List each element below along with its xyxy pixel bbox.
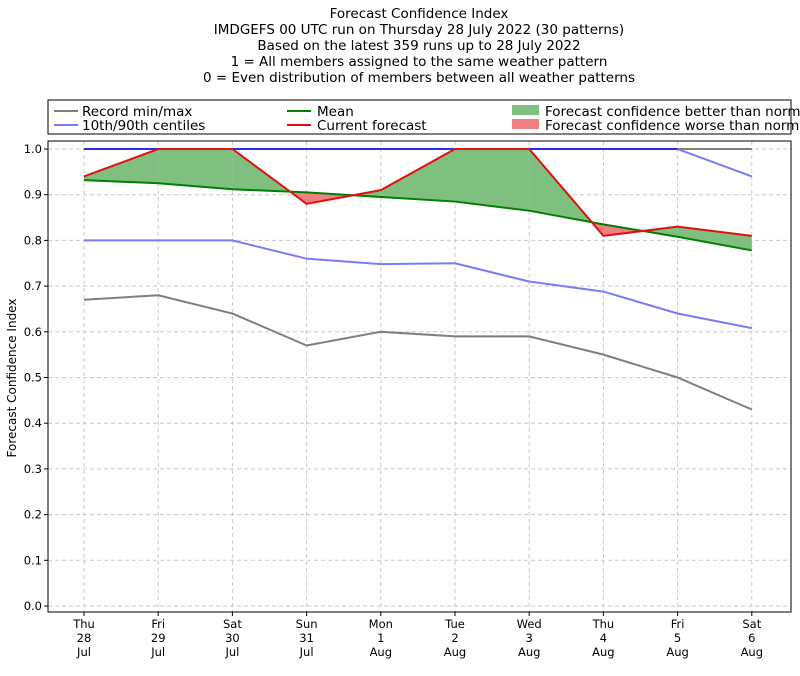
x-tick-label-line: Tue [444, 617, 465, 631]
x-tick-label-line: Aug [444, 645, 466, 659]
x-tick-label-line: Aug [741, 645, 763, 659]
fill-worse-than-normal [603, 224, 643, 236]
x-tick-label: Wed 3 Aug [517, 617, 542, 659]
legend-frame [47, 99, 792, 135]
legend-swatch-better [512, 105, 539, 115]
x-tick-label-line: Sat [223, 617, 242, 631]
x-tick-label-line: Fri [671, 617, 685, 631]
x-tick-label-line: Mon [369, 617, 393, 631]
title-line-4: 1 = All members assigned to the same wea… [231, 54, 608, 70]
legend-swatch-worse [512, 119, 539, 129]
y-tick-label: 0.5 [24, 371, 42, 385]
title-line-3: Based on the latest 359 runs up to 28 Ju… [257, 38, 580, 54]
fill-better-than-normal [158, 149, 233, 190]
x-tick-label-line: 30 [225, 631, 240, 645]
x-tick-label-line: Thu [592, 617, 615, 631]
x-tick-label-line: Aug [518, 645, 540, 659]
x-tick-label-line: Fri [151, 617, 165, 631]
title-line-5: 0 = Even distribution of members between… [203, 70, 635, 86]
x-tick-label-line: Aug [370, 645, 392, 659]
x-tick-label: Mon 1 Aug [369, 617, 393, 659]
x-tick-label-line: Jul [299, 645, 314, 659]
series-current-forecast [83, 148, 752, 237]
y-tick-label: 1.0 [24, 142, 42, 156]
fill-better-than-normal [677, 226, 752, 251]
legend-label-record: Record min/max [82, 104, 192, 120]
x-tick-label-line: Jul [76, 645, 91, 659]
x-tick-label-line: 28 [77, 631, 92, 645]
x-tick-label-line: 6 [748, 631, 755, 645]
x-tick-label-line: 5 [674, 631, 681, 645]
x-tick-label: Sat 6 Aug [741, 617, 763, 659]
fill-better-than-normal [380, 149, 455, 202]
x-tick-label-line: 29 [151, 631, 166, 645]
legend-label-worse: Forecast confidence worse than normal [545, 118, 800, 134]
y-tick-label: 0.9 [24, 188, 42, 202]
title-line-1: Forecast Confidence Index [330, 6, 509, 22]
x-tick-label: Sun 31 Jul [296, 617, 318, 659]
fill-better-than-normal [455, 149, 530, 211]
y-tick-label: 0.1 [24, 553, 42, 567]
y-tick-label: 0.6 [24, 325, 42, 339]
fill-better-than-normal [642, 226, 678, 237]
legend-label-current: Current forecast [317, 118, 427, 134]
legend: Record min/max 10th/90th centiles Mean C… [47, 99, 800, 135]
x-tick-label-line: 3 [526, 631, 533, 645]
x-tick-label-line: Sun [296, 617, 318, 631]
x-tick-label-line: Thu [72, 617, 95, 631]
y-tick-label: 0.3 [24, 462, 42, 476]
title-line-2: IMDGEFS 00 UTC run on Thursday 28 July 2… [214, 22, 624, 38]
series-10th-centile [84, 239, 752, 330]
y-tick-label: 0.0 [24, 599, 42, 613]
x-tick-label-line: Sat [742, 617, 761, 631]
y-tick-label: 0.4 [24, 416, 42, 430]
x-tick-label-line: Wed [517, 617, 542, 631]
x-tick-label-line: 31 [299, 631, 314, 645]
x-tick-label-line: 4 [600, 631, 607, 645]
x-tick-label-line: Aug [666, 645, 688, 659]
x-tick-label-line: Jul [150, 645, 165, 659]
x-tick-label-line: Jul [224, 645, 239, 659]
x-tick-label-line: 1 [377, 631, 384, 645]
x-tick-label: Tue 2 Aug [444, 617, 466, 659]
chart-title: Forecast Confidence Index IMDGEFS 00 UTC… [203, 6, 635, 86]
x-tick-label: Thu 28 Jul [72, 617, 95, 659]
x-tick-label: Fri 29 Jul [150, 617, 165, 659]
legend-label-centiles: 10th/90th centiles [82, 118, 205, 134]
y-tick-label: 0.2 [24, 508, 42, 522]
y-tick-label: 0.7 [24, 279, 42, 293]
legend-label-better: Forecast confidence better than normal [545, 104, 800, 120]
fill-better-than-normal [84, 149, 159, 184]
y-tick-label: 0.8 [24, 233, 42, 247]
x-tick-label: Thu 4 Aug [592, 617, 615, 659]
x-tick-label: Fri 5 Aug [666, 617, 688, 659]
series-record-min [83, 294, 753, 411]
y-axis-label: Forecast Confidence Index [5, 299, 19, 458]
x-tick-label: Sat 30 Jul [223, 617, 242, 659]
x-tick-label-line: Aug [592, 645, 614, 659]
x-tick-label-line: 2 [451, 631, 458, 645]
legend-label-mean: Mean [317, 104, 354, 120]
axes-frame [47, 140, 792, 613]
